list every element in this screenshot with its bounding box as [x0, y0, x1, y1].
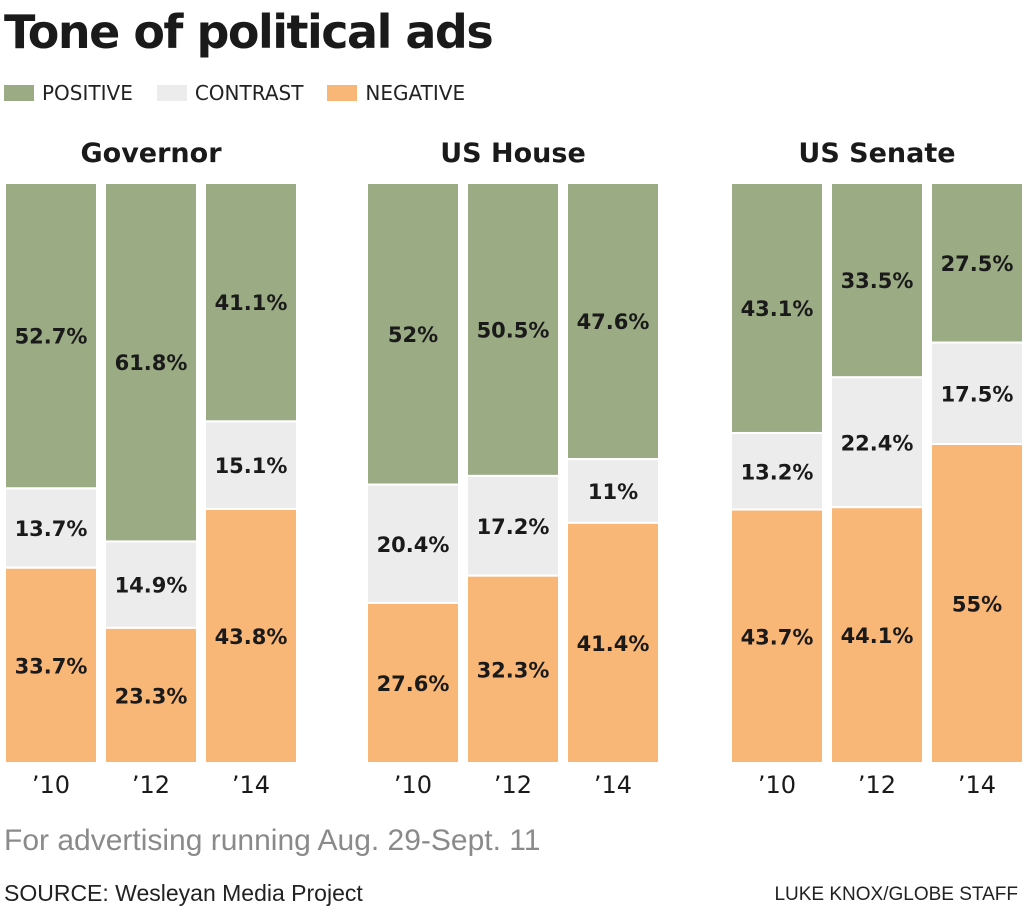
bar-us-house-1-contrast — [466, 474, 560, 577]
chart-title: Tone of political ads — [4, 5, 494, 59]
legend-label-negative: NEGATIVE — [365, 81, 466, 105]
bar-us-senate-2-negative — [930, 443, 1024, 764]
data-label-us-house-2-positive: 47.6% — [577, 310, 650, 334]
bar-us-senate-1-negative — [830, 506, 924, 764]
panel-title-governor: Governor — [80, 138, 222, 169]
data-label-us-senate-2-positive: 27.5% — [941, 252, 1014, 276]
bar-us-house-2-contrast — [566, 458, 660, 524]
data-label-us-senate-2-negative: 55% — [952, 593, 1002, 617]
bar-us-house-2-negative — [566, 521, 660, 764]
data-label-us-senate-0-negative: 43.7% — [741, 625, 814, 649]
bar-us-senate-2-contrast — [930, 341, 1024, 445]
bar-governor-2-positive — [204, 182, 298, 423]
bar-governor-2-negative — [204, 507, 298, 764]
credit-note: LUKE KNOX/GLOBE STAFF — [774, 884, 1018, 905]
data-label-us-house-0-contrast: 20.4% — [377, 533, 450, 557]
bar-us-senate-0-contrast — [730, 431, 824, 511]
data-label-governor-2-positive: 41.1% — [215, 291, 288, 315]
bar-us-senate-0-negative — [730, 508, 824, 765]
data-label-us-senate-2-contrast: 17.5% — [941, 382, 1014, 406]
data-label-us-house-2-contrast: 11% — [588, 480, 638, 504]
bar-us-house-0-contrast — [366, 483, 460, 604]
x-tick-governor-0: ’10 — [32, 771, 70, 799]
x-tick-us-senate-1: ’12 — [858, 771, 896, 799]
bar-us-house-1-negative — [466, 574, 560, 764]
bar-us-senate-0-positive — [730, 182, 824, 434]
data-label-governor-0-positive: 52.7% — [15, 325, 88, 349]
data-label-us-senate-1-positive: 33.5% — [841, 269, 914, 293]
bar-governor-1-negative — [104, 626, 198, 764]
bar-governor-0-positive — [4, 182, 98, 490]
legend-item-contrast: CONTRAST — [156, 81, 304, 105]
bar-governor-0-contrast — [4, 487, 98, 569]
bar-us-house-1-positive — [466, 182, 560, 477]
bar-governor-1-positive — [104, 182, 198, 543]
legend-swatch-negative — [327, 85, 358, 101]
data-label-governor-0-contrast: 13.7% — [15, 517, 88, 541]
data-label-governor-1-contrast: 14.9% — [115, 574, 188, 598]
panel-title-us-house: US House — [440, 138, 586, 169]
data-label-us-house-0-negative: 27.6% — [377, 672, 450, 696]
bar-governor-2-contrast — [204, 420, 298, 510]
bar-us-house-0-negative — [366, 601, 460, 764]
legend-label-positive: POSITIVE — [42, 81, 133, 105]
data-label-us-senate-1-negative: 44.1% — [841, 624, 914, 648]
x-tick-governor-2: ’14 — [232, 771, 270, 799]
x-tick-us-senate-2: ’14 — [958, 771, 996, 799]
data-label-us-house-1-contrast: 17.2% — [477, 515, 550, 539]
data-label-us-senate-0-positive: 43.1% — [741, 297, 814, 321]
bar-us-senate-2-positive — [930, 182, 1024, 344]
data-label-governor-1-negative: 23.3% — [115, 684, 188, 708]
legend-swatch-contrast — [156, 85, 187, 101]
data-label-us-house-1-negative: 32.3% — [477, 658, 550, 682]
data-label-governor-1-positive: 61.8% — [115, 351, 188, 375]
legend: POSITIVE CONTRAST NEGATIVE — [4, 80, 489, 106]
data-label-governor-2-negative: 43.8% — [215, 625, 288, 649]
x-tick-us-house-1: ’12 — [494, 771, 532, 799]
bar-governor-0-negative — [4, 566, 98, 765]
bar-governor-1-contrast — [104, 540, 198, 629]
legend-swatch-positive — [4, 85, 34, 101]
chart-subtitle: For advertising running Aug. 29-Sept. 11 — [4, 824, 541, 857]
data-label-governor-2-contrast: 15.1% — [215, 454, 288, 478]
source-note: SOURCE: Wesleyan Media Project — [4, 880, 363, 906]
legend-item-positive: POSITIVE — [4, 81, 133, 105]
panel-title-us-senate: US Senate — [798, 138, 955, 169]
data-label-us-house-2-negative: 41.4% — [577, 632, 650, 656]
data-label-governor-0-negative: 33.7% — [15, 654, 88, 678]
bar-us-senate-1-contrast — [830, 376, 924, 509]
data-label-us-house-1-positive: 50.5% — [477, 318, 550, 342]
data-label-us-house-0-positive: 52% — [388, 323, 438, 347]
legend-item-negative: NEGATIVE — [327, 81, 465, 105]
data-label-us-senate-0-contrast: 13.2% — [741, 460, 814, 484]
legend-label-contrast: CONTRAST — [194, 81, 304, 105]
data-label-us-senate-1-contrast: 22.4% — [841, 431, 914, 455]
x-tick-us-senate-0: ’10 — [758, 771, 796, 799]
bar-us-house-2-positive — [566, 182, 660, 461]
x-tick-us-house-0: ’10 — [394, 771, 432, 799]
x-tick-us-house-2: ’14 — [594, 771, 632, 799]
x-tick-governor-1: ’12 — [132, 771, 170, 799]
bar-us-senate-1-positive — [830, 182, 924, 379]
